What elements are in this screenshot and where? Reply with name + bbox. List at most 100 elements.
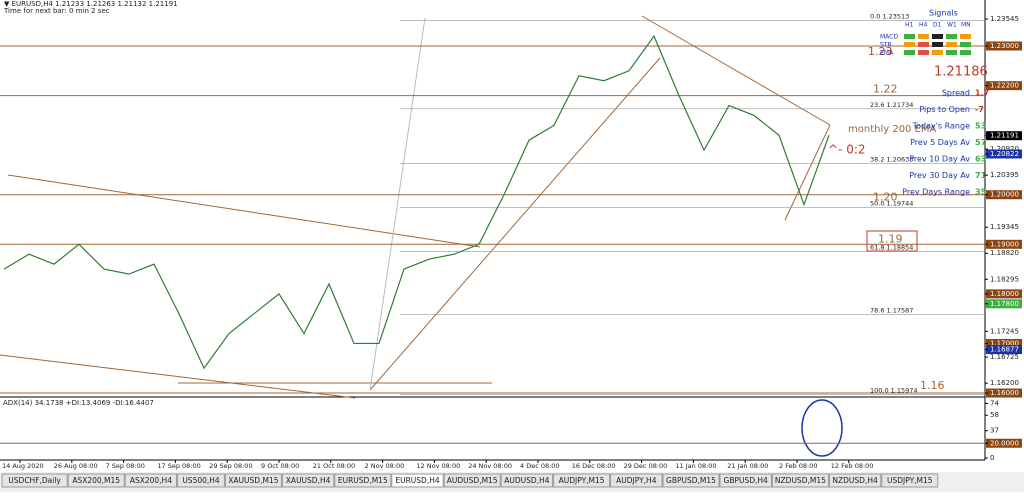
tab[interactable]	[391, 473, 444, 488]
date-label: 11 Jan 08:00	[675, 462, 716, 470]
tab-label[interactable]: US500,H4	[182, 476, 220, 485]
indicator: MACD	[880, 34, 898, 41]
date-label: 14 Aug 2020	[2, 462, 44, 470]
stat-label: Prev 10 Day Av	[909, 155, 970, 164]
fib-label: 78.6 1.17587	[870, 306, 913, 314]
signal-cell	[932, 42, 943, 47]
tab-label[interactable]: NZDUSD,H4	[832, 476, 878, 485]
price-tick-label: 1.16877	[990, 346, 1019, 354]
price-tick-label: 1.17245	[990, 327, 1019, 335]
date-label: 12 Feb 08:00	[831, 462, 874, 470]
indicator: STR	[880, 42, 892, 49]
tab[interactable]	[881, 473, 939, 488]
ema-note: monthly 200 EMA	[848, 124, 937, 135]
signal-cell	[946, 42, 957, 47]
tab[interactable]	[553, 473, 611, 488]
stat-label: Prev Days Range	[902, 188, 970, 197]
tab-label[interactable]: USDJPY,M15	[887, 476, 933, 485]
price-tag	[986, 131, 1022, 141]
tab-label[interactable]: XAUUSD,M15	[228, 476, 278, 485]
stat-label: Today's Range	[912, 122, 970, 131]
stat-value: 71	[975, 171, 987, 180]
current-price: 1.21186	[934, 65, 988, 80]
price-tick-label: 1.17000	[990, 339, 1019, 347]
level-label: 1.16	[920, 379, 945, 392]
tab[interactable]	[281, 473, 335, 488]
tab[interactable]	[67, 473, 125, 488]
timeframe: W1	[947, 22, 957, 29]
stat-value: 53	[975, 122, 986, 131]
tab[interactable]	[500, 473, 554, 488]
stat-label: Prev 5 Days Av	[910, 138, 970, 147]
tab[interactable]	[177, 473, 225, 488]
date-label: 17 Sep 08:00	[157, 462, 200, 470]
signal-cell	[946, 34, 957, 39]
tab-label[interactable]: NZDUSD,M15	[775, 476, 826, 485]
signals-title: Signals	[929, 9, 958, 18]
tab[interactable]	[828, 473, 882, 488]
price-tick-label: 1.20000	[990, 191, 1019, 199]
tab-label[interactable]: AUDJPY,H4	[616, 476, 657, 485]
price-tick-label: 1.18295	[990, 275, 1019, 283]
fib-label: 100.0 1.15974	[870, 386, 918, 394]
fib-label: 0.0 1.23513	[870, 13, 909, 21]
date-label: 24 Nov 08:00	[468, 462, 512, 470]
level-label: 1.23	[868, 45, 893, 58]
adx-tick-label: 20.0000	[990, 439, 1019, 447]
price-tag	[986, 190, 1022, 200]
signal-cell	[960, 42, 971, 47]
tab-label[interactable]: GBPUSD,M15	[666, 476, 716, 485]
stat-label: Pips to Open	[919, 105, 970, 114]
timeframe: H4	[919, 22, 928, 29]
price-tag	[986, 41, 1022, 51]
price-tick-label: 1.19345	[990, 223, 1019, 231]
tab-label[interactable]: AUDJPY,M15	[559, 476, 605, 485]
trendline	[7, 174, 481, 248]
tab-label[interactable]: ASX200,H4	[130, 476, 172, 485]
tab-label[interactable]: XAUUSD,H4	[286, 476, 331, 485]
tab-label[interactable]: EURUSD,H4	[395, 476, 439, 485]
adx-tick-label: 37	[990, 427, 999, 435]
price-tick-label: 1.17800	[990, 300, 1019, 308]
tab-label[interactable]: EURUSD,M15	[338, 476, 388, 485]
date-label: 2 Feb 08:00	[779, 462, 818, 470]
adx-tick-label: 0	[990, 454, 994, 462]
date-label: 9 Oct 08:00	[261, 462, 299, 470]
level-label: 1.20	[873, 191, 898, 204]
timeframe: H1	[905, 22, 914, 29]
date-label: 4 Dec 08:00	[520, 462, 560, 470]
adx-label: ADX(14) 34.1738 +DI:13.4069 -DI:16.4407	[3, 399, 154, 407]
fib-label: 23.6 1.21734	[870, 101, 913, 109]
tab-label[interactable]: USDCHF,Daily	[8, 476, 61, 485]
tab-label[interactable]: GBPUSD,H4	[724, 476, 769, 485]
level-label: 1.19	[878, 232, 903, 245]
price-tick-label: 1.16000	[990, 389, 1019, 397]
tab[interactable]	[719, 473, 772, 488]
price-tick-label: 1.20822	[990, 150, 1019, 158]
tab[interactable]	[1, 473, 68, 488]
tab[interactable]	[443, 473, 501, 488]
stat-label: Spread	[942, 89, 970, 98]
tab[interactable]	[610, 473, 663, 488]
signal-cell	[904, 34, 915, 39]
tab-label[interactable]: ASX200,M15	[72, 476, 120, 485]
adx-tag	[986, 438, 1022, 448]
date-label: 16 Dec 08:00	[572, 462, 616, 470]
price-tag	[986, 338, 1022, 348]
price-tick-label: 1.23545	[990, 15, 1019, 23]
date-label: 2 Nov 08:00	[365, 462, 405, 470]
date-label: 26 Aug 08:00	[54, 462, 98, 470]
tab[interactable]	[124, 473, 178, 488]
tab[interactable]	[662, 473, 720, 488]
timeframe: MN	[961, 22, 971, 29]
tab-label[interactable]: AUDUSD,M15	[447, 476, 498, 485]
price-tag	[986, 239, 1022, 249]
date-label: 29 Sep 08:00	[209, 462, 252, 470]
tab-label[interactable]: AUDUSD,H4	[504, 476, 549, 485]
tab[interactable]	[224, 473, 282, 488]
adx-tick-label: 74	[990, 399, 999, 407]
tab[interactable]	[771, 473, 829, 488]
tab[interactable]	[334, 473, 392, 488]
